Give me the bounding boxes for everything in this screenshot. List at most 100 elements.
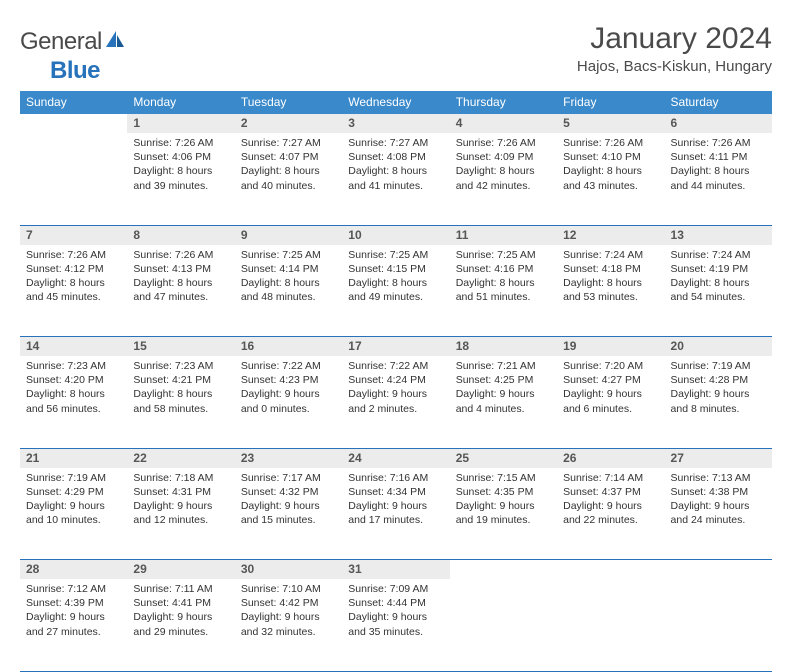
day-number: 3 — [342, 114, 449, 133]
day-cell: Sunrise: 7:09 AMSunset: 4:44 PMDaylight:… — [342, 579, 449, 671]
day-details: Sunrise: 7:11 AMSunset: 4:41 PMDaylight:… — [127, 579, 234, 642]
day-details: Sunrise: 7:17 AMSunset: 4:32 PMDaylight:… — [235, 468, 342, 531]
day-cell: Sunrise: 7:25 AMSunset: 4:16 PMDaylight:… — [450, 245, 557, 337]
day-number: 6 — [665, 114, 772, 133]
day-header: Thursday — [450, 91, 557, 114]
day-details: Sunrise: 7:22 AMSunset: 4:24 PMDaylight:… — [342, 356, 449, 419]
day-number: 5 — [557, 114, 664, 133]
day-cell: Sunrise: 7:13 AMSunset: 4:38 PMDaylight:… — [665, 468, 772, 560]
day-cell: Sunrise: 7:23 AMSunset: 4:21 PMDaylight:… — [127, 356, 234, 448]
day-cell: Sunrise: 7:26 AMSunset: 4:11 PMDaylight:… — [665, 133, 772, 225]
day-cell: Sunrise: 7:21 AMSunset: 4:25 PMDaylight:… — [450, 356, 557, 448]
day-details: Sunrise: 7:25 AMSunset: 4:14 PMDaylight:… — [235, 245, 342, 308]
day-cell: Sunrise: 7:26 AMSunset: 4:12 PMDaylight:… — [20, 245, 127, 337]
day-cell: Sunrise: 7:19 AMSunset: 4:29 PMDaylight:… — [20, 468, 127, 560]
header: General January 2024 Hajos, Bacs-Kiskun,… — [20, 22, 772, 75]
empty-day — [20, 114, 127, 133]
day-number: 24 — [342, 449, 449, 468]
day-number: 18 — [450, 337, 557, 356]
day-details: Sunrise: 7:26 AMSunset: 4:06 PMDaylight:… — [127, 133, 234, 196]
day-cell: Sunrise: 7:16 AMSunset: 4:34 PMDaylight:… — [342, 468, 449, 560]
day-header: Wednesday — [342, 91, 449, 114]
day-cell: Sunrise: 7:27 AMSunset: 4:08 PMDaylight:… — [342, 133, 449, 225]
day-cell: Sunrise: 7:25 AMSunset: 4:14 PMDaylight:… — [235, 245, 342, 337]
day-cell: Sunrise: 7:26 AMSunset: 4:10 PMDaylight:… — [557, 133, 664, 225]
day-cell — [665, 579, 772, 671]
day-number: 25 — [450, 449, 557, 468]
day-cell: Sunrise: 7:26 AMSunset: 4:13 PMDaylight:… — [127, 245, 234, 337]
calendar-table: SundayMondayTuesdayWednesdayThursdayFrid… — [20, 91, 772, 672]
day-details: Sunrise: 7:12 AMSunset: 4:39 PMDaylight:… — [20, 579, 127, 642]
day-details: Sunrise: 7:13 AMSunset: 4:38 PMDaylight:… — [665, 468, 772, 531]
day-number: 12 — [557, 226, 664, 245]
day-details: Sunrise: 7:26 AMSunset: 4:11 PMDaylight:… — [665, 133, 772, 196]
day-details: Sunrise: 7:19 AMSunset: 4:29 PMDaylight:… — [20, 468, 127, 531]
day-number: 14 — [20, 337, 127, 356]
daynum-row: 14151617181920 — [20, 337, 772, 357]
day-details: Sunrise: 7:14 AMSunset: 4:37 PMDaylight:… — [557, 468, 664, 531]
day-number: 20 — [665, 337, 772, 356]
day-details: Sunrise: 7:26 AMSunset: 4:10 PMDaylight:… — [557, 133, 664, 196]
day-details: Sunrise: 7:26 AMSunset: 4:09 PMDaylight:… — [450, 133, 557, 196]
day-number: 22 — [127, 449, 234, 468]
sail-icon — [104, 29, 126, 56]
day-number: 11 — [450, 226, 557, 245]
day-number: 29 — [127, 560, 234, 579]
brand-logo: General — [20, 22, 128, 56]
day-cell — [450, 579, 557, 671]
daynum-row: 78910111213 — [20, 225, 772, 245]
day-header: Sunday — [20, 91, 127, 114]
empty-day — [557, 560, 664, 579]
daynum-row: 21222324252627 — [20, 448, 772, 468]
day-details: Sunrise: 7:21 AMSunset: 4:25 PMDaylight:… — [450, 356, 557, 419]
day-number: 10 — [342, 226, 449, 245]
day-details: Sunrise: 7:18 AMSunset: 4:31 PMDaylight:… — [127, 468, 234, 531]
day-number: 19 — [557, 337, 664, 356]
day-number: 17 — [342, 337, 449, 356]
content-row: Sunrise: 7:19 AMSunset: 4:29 PMDaylight:… — [20, 468, 772, 560]
day-details: Sunrise: 7:15 AMSunset: 4:35 PMDaylight:… — [450, 468, 557, 531]
day-cell: Sunrise: 7:25 AMSunset: 4:15 PMDaylight:… — [342, 245, 449, 337]
day-header: Saturday — [665, 91, 772, 114]
empty-day — [665, 560, 772, 579]
month-title: January 2024 — [577, 22, 772, 56]
content-row: Sunrise: 7:12 AMSunset: 4:39 PMDaylight:… — [20, 579, 772, 671]
day-header: Friday — [557, 91, 664, 114]
day-cell: Sunrise: 7:26 AMSunset: 4:09 PMDaylight:… — [450, 133, 557, 225]
day-details: Sunrise: 7:26 AMSunset: 4:12 PMDaylight:… — [20, 245, 127, 308]
day-number: 16 — [235, 337, 342, 356]
day-details: Sunrise: 7:09 AMSunset: 4:44 PMDaylight:… — [342, 579, 449, 642]
day-cell: Sunrise: 7:12 AMSunset: 4:39 PMDaylight:… — [20, 579, 127, 671]
day-cell: Sunrise: 7:20 AMSunset: 4:27 PMDaylight:… — [557, 356, 664, 448]
day-header-row: SundayMondayTuesdayWednesdayThursdayFrid… — [20, 91, 772, 114]
content-row: Sunrise: 7:26 AMSunset: 4:06 PMDaylight:… — [20, 133, 772, 225]
day-cell: Sunrise: 7:23 AMSunset: 4:20 PMDaylight:… — [20, 356, 127, 448]
day-number: 2 — [235, 114, 342, 133]
day-cell: Sunrise: 7:19 AMSunset: 4:28 PMDaylight:… — [665, 356, 772, 448]
day-cell: Sunrise: 7:10 AMSunset: 4:42 PMDaylight:… — [235, 579, 342, 671]
day-details: Sunrise: 7:23 AMSunset: 4:20 PMDaylight:… — [20, 356, 127, 419]
day-number: 15 — [127, 337, 234, 356]
brand-part2: Blue — [50, 57, 100, 84]
day-cell: Sunrise: 7:17 AMSunset: 4:32 PMDaylight:… — [235, 468, 342, 560]
day-number: 28 — [20, 560, 127, 579]
day-details: Sunrise: 7:27 AMSunset: 4:07 PMDaylight:… — [235, 133, 342, 196]
day-cell — [557, 579, 664, 671]
day-details: Sunrise: 7:25 AMSunset: 4:15 PMDaylight:… — [342, 245, 449, 308]
day-details: Sunrise: 7:19 AMSunset: 4:28 PMDaylight:… — [665, 356, 772, 419]
day-number: 4 — [450, 114, 557, 133]
day-number: 13 — [665, 226, 772, 245]
title-block: January 2024 Hajos, Bacs-Kiskun, Hungary — [577, 22, 772, 75]
day-number: 27 — [665, 449, 772, 468]
day-number: 26 — [557, 449, 664, 468]
empty-day — [450, 560, 557, 579]
day-details: Sunrise: 7:23 AMSunset: 4:21 PMDaylight:… — [127, 356, 234, 419]
day-number: 8 — [127, 226, 234, 245]
day-details: Sunrise: 7:16 AMSunset: 4:34 PMDaylight:… — [342, 468, 449, 531]
day-header: Monday — [127, 91, 234, 114]
day-number: 1 — [127, 114, 234, 133]
daynum-row: 123456 — [20, 114, 772, 133]
day-cell: Sunrise: 7:14 AMSunset: 4:37 PMDaylight:… — [557, 468, 664, 560]
day-header: Tuesday — [235, 91, 342, 114]
day-cell: Sunrise: 7:26 AMSunset: 4:06 PMDaylight:… — [127, 133, 234, 225]
